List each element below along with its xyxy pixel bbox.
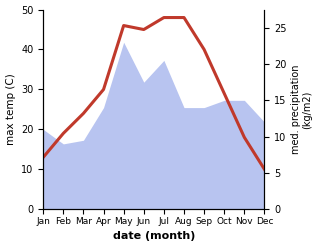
X-axis label: date (month): date (month) (113, 231, 195, 242)
Y-axis label: med. precipitation
(kg/m2): med. precipitation (kg/m2) (291, 65, 313, 154)
Y-axis label: max temp (C): max temp (C) (5, 74, 16, 145)
